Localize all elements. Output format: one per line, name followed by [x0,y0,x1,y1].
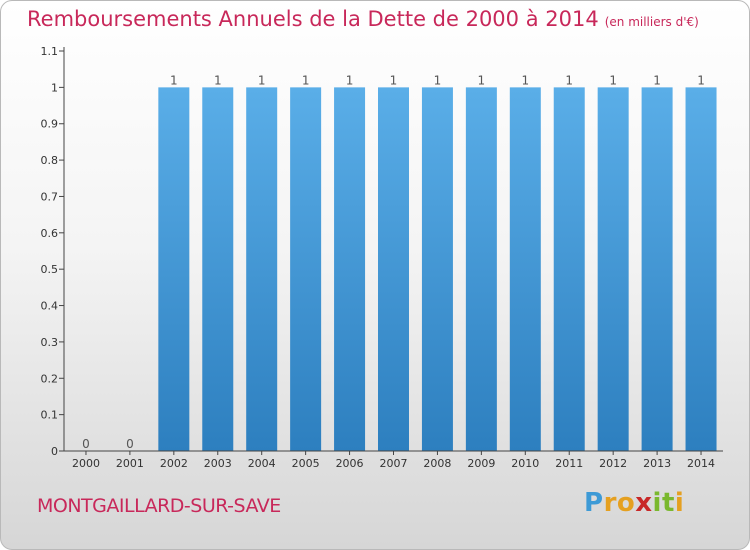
data-label: 1 [653,73,661,87]
x-tick-label: 2001 [116,457,144,470]
x-tick-label: 2007 [380,457,408,470]
chart-title-text: Remboursements Annuels de la Dette de 20… [27,7,599,31]
logo-letter: o [616,488,636,518]
x-tick-label: 2012 [599,457,627,470]
data-label: 1 [346,73,354,87]
city-name: MONTGAILLARD-SUR-SAVE [37,495,281,517]
y-tick-label: 1.1 [41,45,59,58]
bar [465,87,497,451]
bar [158,87,190,451]
data-label: 1 [258,73,266,87]
y-tick-label: 0.8 [41,154,59,167]
proxiti-logo[interactable]: Proxiti [584,488,684,518]
chart-title: Remboursements Annuels de la Dette de 20… [27,7,699,31]
y-tick-label: 0.4 [41,300,59,313]
y-tick-label: 0.9 [41,118,59,131]
y-tick-label: 1 [51,81,58,94]
data-label: 1 [609,73,617,87]
x-tick-label: 2009 [467,457,495,470]
bar [553,87,585,451]
y-tick-label: 0.1 [41,409,59,422]
data-label: 1 [214,73,222,87]
y-tick-label: 0.6 [41,227,59,240]
bar [290,87,322,451]
x-tick-label: 2014 [687,457,715,470]
x-tick-label: 2000 [72,457,100,470]
bar [509,87,541,451]
data-label: 1 [390,73,398,87]
x-tick-label: 2002 [160,457,188,470]
logo-letter: P [584,488,604,518]
bar [421,87,453,451]
bar [202,87,234,451]
bar [246,87,278,451]
data-label: 0 [82,437,90,451]
bar [685,87,717,451]
logo-letter: i [674,488,685,518]
logo-letter: x [635,488,653,518]
y-tick-label: 0.2 [41,372,59,385]
x-tick-label: 2008 [423,457,451,470]
data-label: 1 [478,73,486,87]
y-tick-label: 0.3 [41,336,59,349]
data-label: 1 [521,73,529,87]
bar [378,87,409,451]
x-tick-label: 2010 [511,457,539,470]
bar [334,87,366,451]
x-tick-label: 2003 [204,457,232,470]
y-tick-label: 0 [51,445,58,458]
logo-letter: t [661,488,675,518]
bar [641,87,673,451]
x-tick-label: 2006 [336,457,364,470]
logo-letter: r [603,488,617,518]
x-tick-label: 2013 [643,457,671,470]
x-tick-label: 2011 [555,457,583,470]
data-label: 1 [434,73,442,87]
y-tick-label: 0.5 [41,263,59,276]
logo-letter: i [652,488,662,518]
bar [597,87,629,451]
x-tick-label: 2004 [248,457,276,470]
x-tick-label: 2005 [292,457,320,470]
data-label: 1 [170,73,178,87]
data-label: 1 [302,73,310,87]
chart-unit: (en milliers d'€) [604,15,699,29]
data-label: 0 [126,437,134,451]
data-label: 1 [565,73,573,87]
data-label: 1 [697,73,705,87]
y-tick-label: 0.7 [41,190,59,203]
